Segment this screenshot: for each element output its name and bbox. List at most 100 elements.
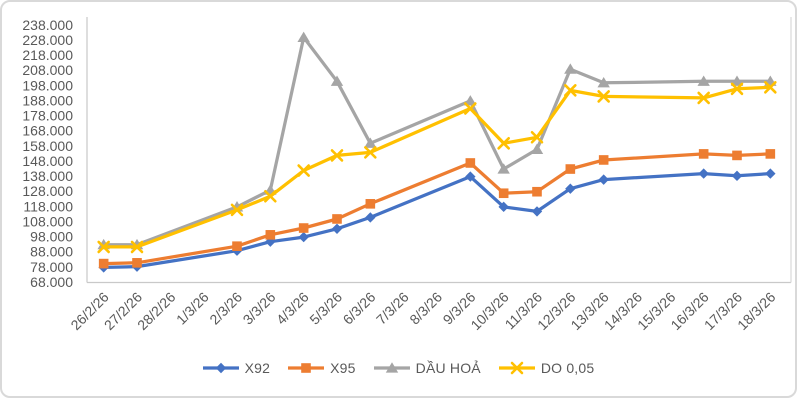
y-axis-tick-label: 128.000 <box>22 183 73 199</box>
data-point-marker-do-0-05 <box>130 240 144 254</box>
data-point-marker-x95 <box>498 188 509 199</box>
data-point-marker-x95 <box>765 149 776 159</box>
data-point-marker-x95 <box>298 223 309 233</box>
x-axis-tick-label: 1/3/26 <box>173 289 212 328</box>
y-axis-tick-label: 168.000 <box>22 123 73 139</box>
data-point-marker-x92 <box>365 212 376 223</box>
data-point-marker-do-0-05 <box>97 240 110 254</box>
data-point-marker-x95 <box>732 150 742 161</box>
y-axis-tick-label: 198.000 <box>22 77 73 93</box>
data-point-marker-do-0-05 <box>530 130 544 144</box>
y-axis-tick-label: 108.000 <box>22 213 73 229</box>
legend-label: DẦU HOẢ <box>415 360 481 376</box>
data-point-marker-do-0-05 <box>764 81 777 94</box>
y-axis-tick-label: 178.000 <box>22 108 73 124</box>
legend-marker-shape <box>215 362 226 374</box>
data-point-marker-dau-hoa <box>730 75 744 86</box>
data-point-marker-x95 <box>698 149 709 159</box>
legend-item-x92[interactable]: X92 <box>202 360 271 376</box>
x-axis-tick-label: 28/2/26 <box>134 289 178 333</box>
legend-item-x95[interactable]: X95 <box>288 360 356 376</box>
data-point-marker-do-0-05 <box>297 164 310 177</box>
data-point-marker-x92 <box>298 231 309 243</box>
data-point-marker-dau-hoa <box>530 143 544 154</box>
data-point-marker-do-0-05 <box>264 189 277 203</box>
data-point-marker-do-0-05 <box>697 91 710 105</box>
legend-label: X92 <box>244 360 271 376</box>
y-axis-tick-label: 118.000 <box>23 198 73 214</box>
series-line-x95[interactable] <box>102 152 772 266</box>
data-point-marker-x92 <box>765 168 776 179</box>
data-point-marker-x95 <box>465 158 476 168</box>
data-point-marker-dau-hoa <box>697 75 710 86</box>
y-axis-tick-label: 88.000 <box>30 244 73 260</box>
y-axis-tick-label: 138.000 <box>22 168 73 184</box>
data-point-marker-x92 <box>531 206 543 217</box>
data-point-marker-x95 <box>132 258 142 268</box>
y-axis-tick-label: 148.000 <box>22 153 73 169</box>
data-point-marker-x95 <box>332 214 342 224</box>
data-point-marker-x92 <box>331 223 343 234</box>
data-point-marker-dau-hoa <box>330 75 344 86</box>
y-axis-tick-label: 158.000 <box>22 138 73 154</box>
legend-triangle-icon <box>373 362 410 373</box>
y-axis-tick-label: 98.000 <box>30 229 73 245</box>
data-point-marker-do-0-05 <box>464 102 477 115</box>
data-point-marker-x92 <box>598 174 609 185</box>
y-axis-tick-label: 68.000 <box>30 274 73 290</box>
data-point-marker-x92 <box>465 171 476 182</box>
data-point-marker-do-0-05 <box>730 82 744 96</box>
data-point-marker-x95 <box>365 199 376 209</box>
y-axis-tick-label: 228.000 <box>22 32 73 48</box>
legend-marker-shape <box>301 363 311 373</box>
y-axis-tick-label: 218.000 <box>22 47 73 63</box>
data-point-marker-dau-hoa <box>497 163 510 174</box>
data-point-marker-do-0-05 <box>597 90 610 103</box>
x-axis-tick-label: 3/3/26 <box>240 289 279 328</box>
series-line-do-0-05[interactable] <box>102 85 772 249</box>
x-axis-tick-label: 10/3/26 <box>467 289 511 333</box>
data-point-marker-x92 <box>498 201 509 213</box>
y-axis-tick-label: 238.000 <box>22 17 73 33</box>
legend-diamond-icon <box>202 362 239 374</box>
x-axis-tick-label: 2/3/26 <box>206 289 245 328</box>
data-point-marker-x92 <box>565 183 576 194</box>
x-axis-tick-label: 5/3/26 <box>306 289 345 328</box>
x-axis-tick-label: 7/3/26 <box>373 289 412 328</box>
data-point-marker-do-0-05 <box>230 203 244 217</box>
data-point-marker-do-0-05 <box>330 149 344 162</box>
legend-marker-shape <box>385 362 398 373</box>
legend-square-icon <box>288 363 325 373</box>
legend-label: X95 <box>330 360 356 376</box>
line-chart-plot: 238.000228.000218.000208.000198.000188.0… <box>22 17 792 333</box>
y-axis-tick-label: 78.000 <box>30 259 73 275</box>
x-axis-tick-label: 6/3/26 <box>340 289 379 328</box>
data-point-marker-x95 <box>532 186 542 197</box>
data-point-marker-dau-hoa <box>464 95 477 106</box>
data-point-marker-dau-hoa <box>564 63 577 74</box>
legend-label: DO 0,05 <box>540 360 595 376</box>
series-line-dau-hoa[interactable] <box>102 35 772 247</box>
x-axis-tick-label: 4/3/26 <box>273 289 312 328</box>
data-point-marker-x95 <box>598 155 609 165</box>
data-point-marker-x92 <box>731 170 743 182</box>
legend-item-dau-hoa[interactable]: DẦU HOẢ <box>373 360 481 376</box>
data-point-marker-dau-hoa <box>297 31 310 43</box>
legend-x-cross-icon <box>498 361 535 375</box>
x-axis-tick-label: 8/3/26 <box>406 289 445 328</box>
data-point-marker-do-0-05 <box>364 146 377 159</box>
data-point-marker-dau-hoa <box>597 76 610 88</box>
y-axis-tick-label: 208.000 <box>22 62 73 78</box>
legend-marker-shape <box>510 361 524 375</box>
y-axis-tick-label: 188.000 <box>22 92 73 108</box>
data-point-marker-x95 <box>565 164 576 174</box>
chart-legend: X92 X95 DẦU HOẢ DO 0,05 <box>2 360 795 376</box>
data-point-marker-do-0-05 <box>497 137 510 150</box>
data-point-marker-x92 <box>698 168 709 179</box>
legend-item-do-0-05[interactable]: DO 0,05 <box>498 360 595 376</box>
data-point-marker-x95 <box>232 241 242 251</box>
x-axis-tick-label: 18/3/26 <box>734 289 778 333</box>
data-point-marker-x95 <box>265 230 276 240</box>
data-point-marker-x95 <box>98 258 109 269</box>
